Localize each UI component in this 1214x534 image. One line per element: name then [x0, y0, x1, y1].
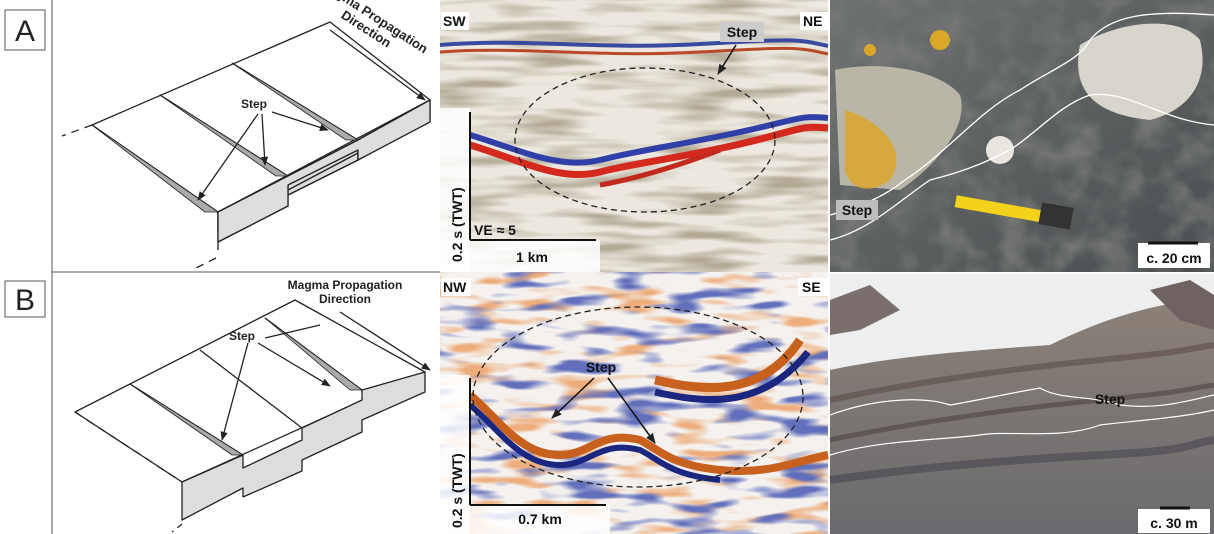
- vertical-scale: 0.2 s (TWT): [449, 453, 465, 528]
- outcrop-photo: [830, 0, 1214, 272]
- panel-label: B: [15, 284, 35, 317]
- step-label: Step: [842, 202, 872, 218]
- step-label: Step: [229, 329, 255, 343]
- direction-label: SE: [802, 279, 821, 295]
- scale-label: c. 30 m: [1150, 515, 1197, 531]
- direction-label: SW: [443, 13, 466, 29]
- step-label: Step: [1095, 391, 1125, 407]
- step-label: Step: [241, 97, 267, 111]
- direction-line: Magma Propagation: [288, 278, 403, 292]
- figure: A B Magma PropagationDirection Step SW N…: [0, 0, 1214, 534]
- panel-label: A: [15, 15, 35, 48]
- step-label: Step: [586, 359, 616, 375]
- direction-label: NE: [803, 13, 822, 29]
- exaggeration-label: VE ≈ 5: [474, 222, 516, 238]
- block-diagram: [62, 22, 430, 268]
- scale-label: c. 20 cm: [1146, 250, 1201, 266]
- vertical-scale: 0.2 s (TWT): [449, 187, 465, 262]
- direction-line: Direction: [319, 292, 371, 306]
- seismic-section: [440, 272, 828, 534]
- direction-label: NW: [443, 279, 467, 295]
- horizontal-scale: 1 km: [516, 249, 548, 265]
- cliff-photo: [830, 274, 1214, 534]
- horizontal-scale: 0.7 km: [518, 511, 562, 527]
- step-label: Step: [727, 24, 757, 40]
